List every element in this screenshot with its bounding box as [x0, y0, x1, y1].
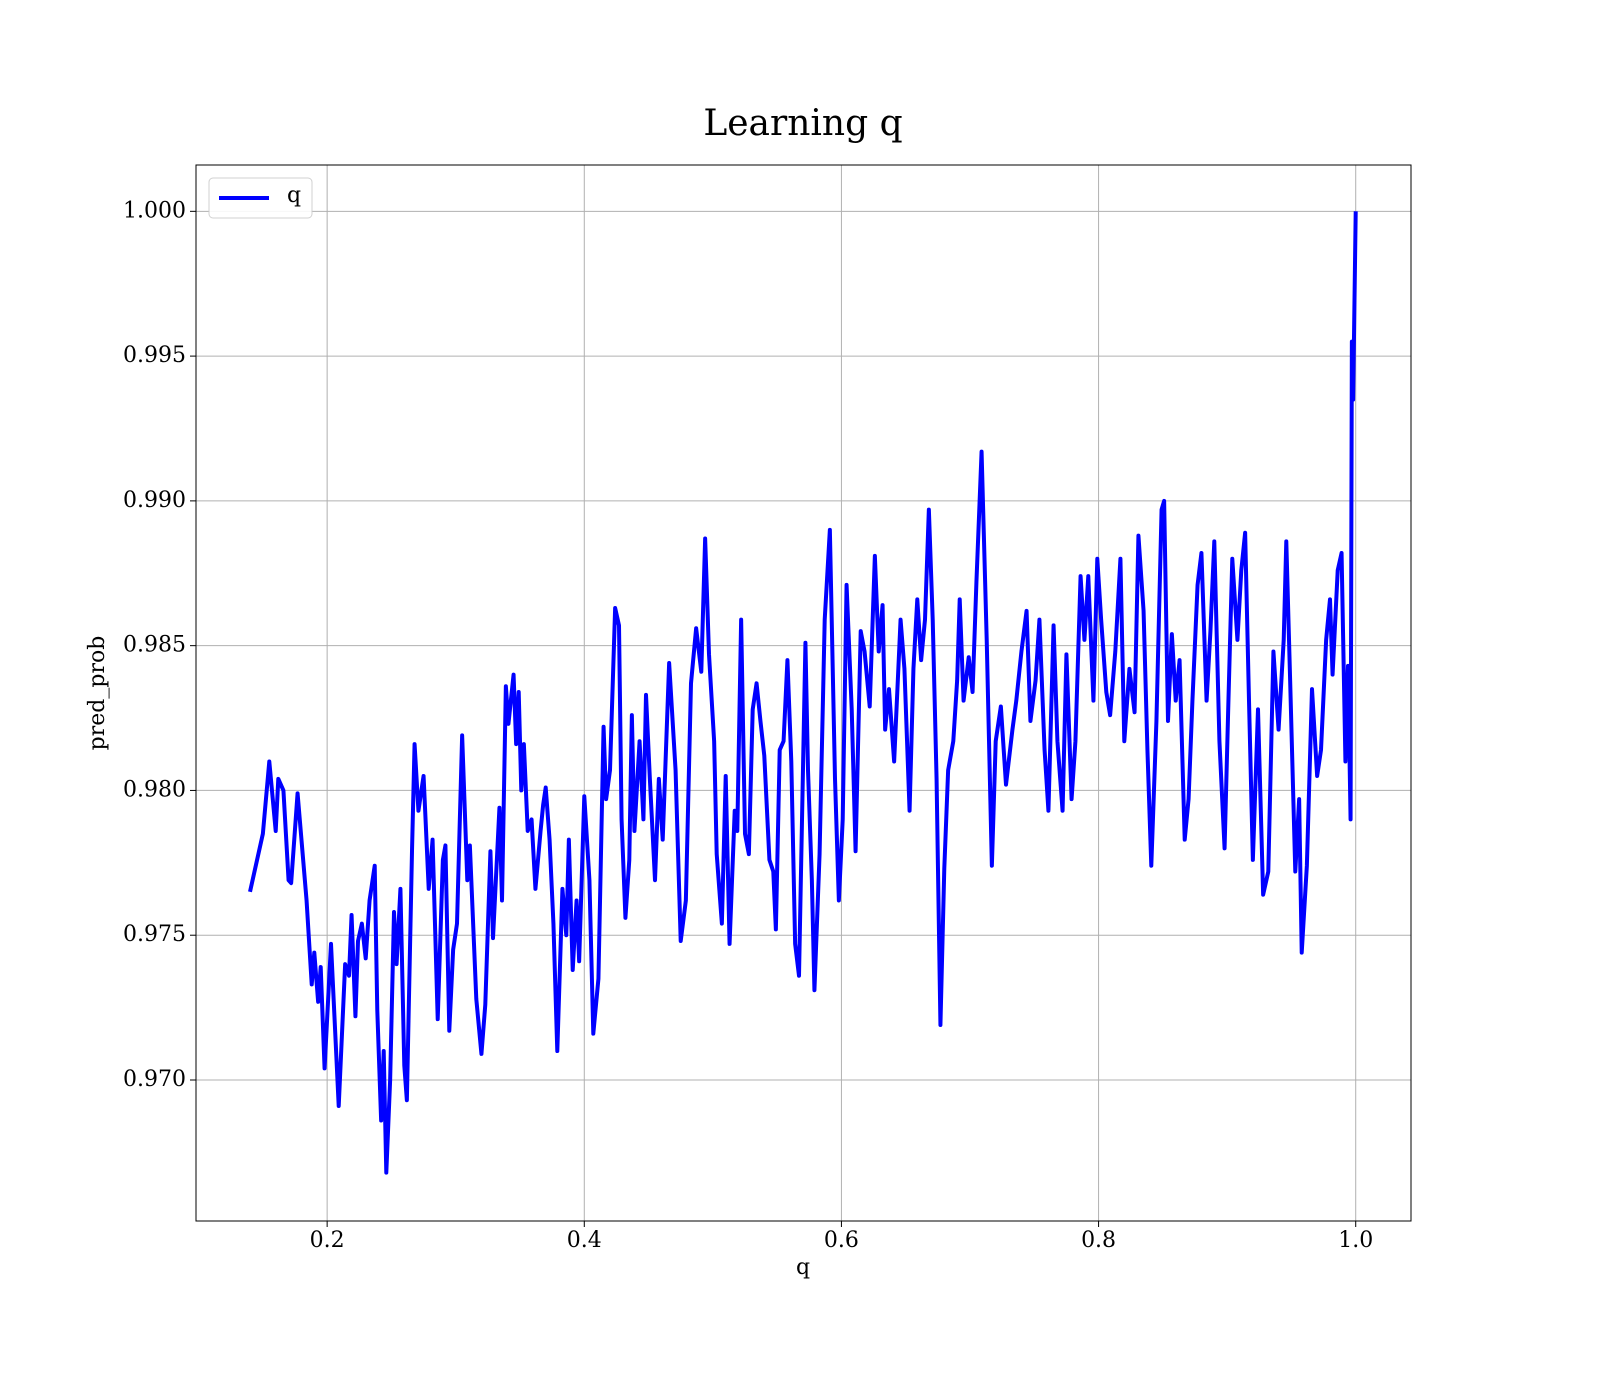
legend-label: q	[287, 183, 301, 208]
x-tick-label: 0.6	[824, 1228, 859, 1253]
x-tick-label: 1.0	[1338, 1228, 1373, 1253]
y-axis-label: pred_prob	[85, 636, 110, 751]
x-axis-label: q	[796, 1255, 810, 1280]
y-tick-label: 0.980	[123, 777, 186, 802]
plot-frame	[195, 164, 1412, 1222]
y-tick-label: 0.970	[123, 1067, 186, 1092]
x-tick-label: 0.4	[567, 1228, 602, 1253]
x-tick-label: 0.2	[310, 1228, 345, 1253]
y-tick-label: 0.985	[123, 633, 186, 658]
y-tick-label: 0.975	[123, 922, 186, 947]
x-tick-label: 0.8	[1081, 1228, 1116, 1253]
y-tick-label: 0.995	[123, 343, 186, 368]
y-tick-label: 0.990	[123, 488, 186, 513]
chart-title: Learning q	[703, 103, 902, 144]
y-tick-label: 1.000	[123, 198, 186, 223]
data-line	[248, 211, 1358, 1175]
